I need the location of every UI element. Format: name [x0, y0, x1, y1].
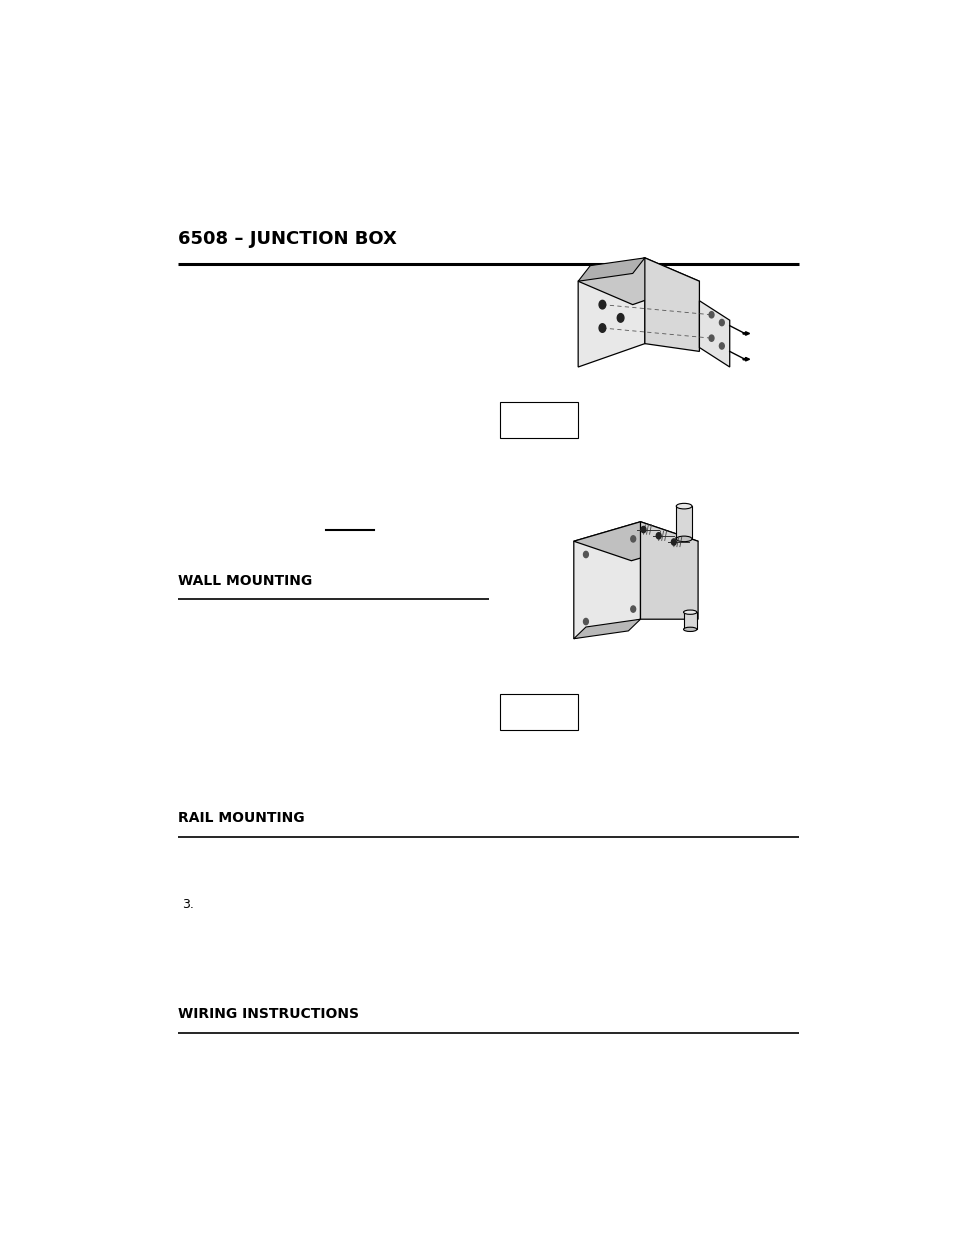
Circle shape [617, 314, 623, 322]
Polygon shape [639, 521, 698, 619]
Circle shape [719, 343, 723, 350]
Text: RAIL MOUNTING: RAIL MOUNTING [178, 811, 305, 825]
Polygon shape [578, 258, 644, 367]
Ellipse shape [682, 627, 696, 631]
Polygon shape [644, 258, 699, 352]
Circle shape [583, 619, 588, 625]
FancyBboxPatch shape [499, 694, 577, 730]
Polygon shape [699, 301, 729, 367]
FancyArrow shape [742, 332, 749, 335]
Polygon shape [573, 521, 698, 561]
Circle shape [630, 606, 635, 613]
Text: 3.: 3. [182, 898, 193, 911]
Ellipse shape [676, 504, 691, 509]
Circle shape [719, 320, 723, 326]
Polygon shape [578, 258, 699, 305]
Polygon shape [578, 258, 644, 282]
Text: WIRING INSTRUCTIONS: WIRING INSTRUCTIONS [178, 1008, 359, 1021]
Polygon shape [573, 521, 639, 638]
Circle shape [598, 300, 605, 309]
Circle shape [671, 538, 676, 545]
FancyBboxPatch shape [499, 403, 577, 438]
Circle shape [708, 335, 713, 341]
Polygon shape [676, 506, 691, 538]
Ellipse shape [676, 536, 691, 542]
Polygon shape [682, 613, 696, 630]
Ellipse shape [682, 610, 696, 614]
Circle shape [583, 551, 588, 558]
Polygon shape [573, 619, 639, 638]
Circle shape [598, 324, 605, 332]
FancyArrow shape [742, 357, 749, 361]
Circle shape [708, 311, 713, 317]
Circle shape [656, 532, 660, 538]
Circle shape [640, 526, 645, 532]
Text: WALL MOUNTING: WALL MOUNTING [178, 573, 313, 588]
Text: 6508 – JUNCTION BOX: 6508 – JUNCTION BOX [178, 230, 396, 248]
Circle shape [630, 536, 635, 542]
